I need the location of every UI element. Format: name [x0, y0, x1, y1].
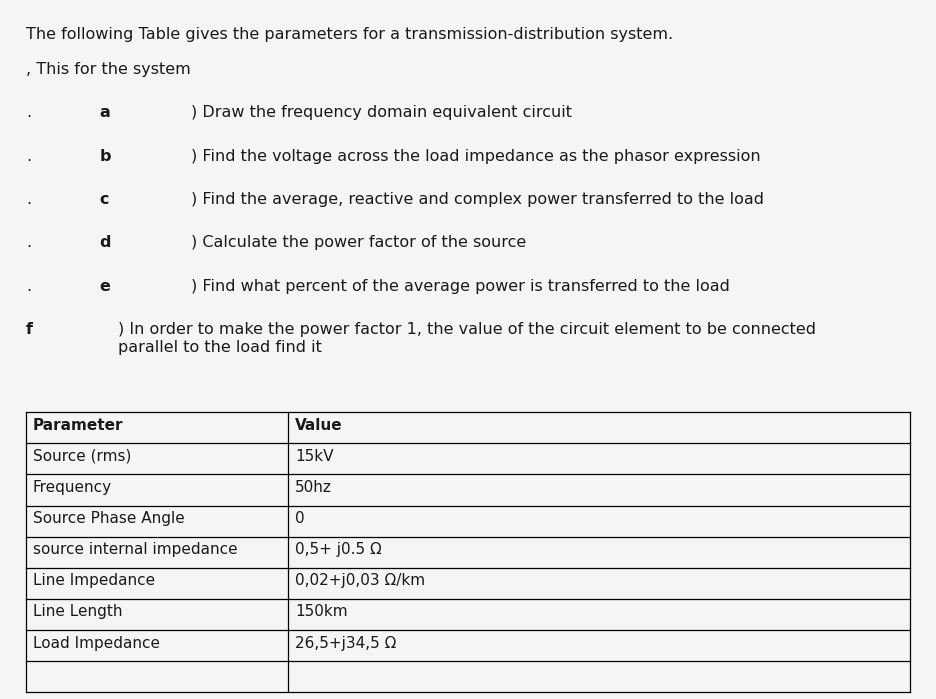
Text: .: .: [26, 149, 31, 164]
Text: ) Find the voltage across the load impedance as the phasor expression: ) Find the voltage across the load imped…: [191, 149, 761, 164]
Text: Parameter: Parameter: [33, 418, 124, 433]
Text: ) Find the average, reactive and complex power transferred to the load: ) Find the average, reactive and complex…: [191, 192, 764, 207]
Text: Source Phase Angle: Source Phase Angle: [33, 511, 184, 526]
Text: The following Table gives the parameters for a transmission-distribution system.: The following Table gives the parameters…: [26, 27, 673, 41]
Text: 15kV: 15kV: [295, 449, 333, 464]
Text: Load Impedance: Load Impedance: [33, 635, 160, 651]
Text: Line Length: Line Length: [33, 605, 123, 619]
Text: b: b: [99, 149, 110, 164]
Text: Value: Value: [295, 418, 343, 433]
Text: ) Find what percent of the average power is transferred to the load: ) Find what percent of the average power…: [191, 279, 730, 294]
Text: , This for the system: , This for the system: [26, 62, 191, 77]
Text: Line Impedance: Line Impedance: [33, 573, 154, 589]
Text: source internal impedance: source internal impedance: [33, 542, 238, 557]
Text: f: f: [26, 322, 33, 337]
Text: a: a: [99, 106, 110, 120]
Text: c: c: [99, 192, 109, 207]
Text: Frequency: Frequency: [33, 480, 112, 495]
Text: 150km: 150km: [295, 605, 347, 619]
Text: 50hz: 50hz: [295, 480, 331, 495]
Text: e: e: [99, 279, 110, 294]
Text: d: d: [99, 236, 110, 250]
Text: 0,5+ j0.5 Ω: 0,5+ j0.5 Ω: [295, 542, 382, 557]
Text: ) Calculate the power factor of the source: ) Calculate the power factor of the sour…: [191, 236, 526, 250]
Text: .: .: [26, 279, 31, 294]
Text: 0: 0: [295, 511, 304, 526]
Text: 0,02+j0,03 Ω/km: 0,02+j0,03 Ω/km: [295, 573, 425, 589]
Text: ) In order to make the power factor 1, the value of the circuit element to be co: ) In order to make the power factor 1, t…: [118, 322, 815, 354]
Text: 26,5+j34,5 Ω: 26,5+j34,5 Ω: [295, 635, 396, 651]
Text: .: .: [26, 106, 31, 120]
Text: Source (rms): Source (rms): [33, 449, 131, 464]
Text: .: .: [26, 236, 31, 250]
Text: .: .: [26, 192, 31, 207]
Text: ) Draw the frequency domain equivalent circuit: ) Draw the frequency domain equivalent c…: [191, 106, 572, 120]
